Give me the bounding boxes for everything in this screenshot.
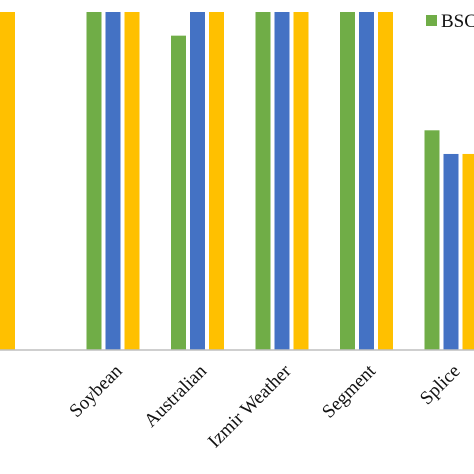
x-tick-label-segment: Segment [318, 360, 380, 422]
bar-segment-series-3 [378, 12, 393, 350]
bar-soybean-series-1 [86, 12, 102, 350]
bar-segment-series-2 [359, 12, 374, 350]
x-tick-label-soybean: Soybean [65, 360, 126, 421]
bar-australian-series-3 [209, 12, 224, 350]
legend-label-bsc: BSC [441, 11, 474, 32]
bar-izmir-weather-series-1 [255, 12, 271, 350]
bar-izmir-weather-series-2 [274, 12, 290, 350]
bar-segment-series-1 [340, 12, 355, 350]
bar-soybean-series-3 [124, 12, 140, 350]
legend: BSC [426, 11, 474, 32]
bar-splice-series-2 [443, 153, 459, 350]
bar-soybean-series-2 [105, 12, 121, 350]
bars-group [0, 12, 474, 350]
bar-australian-series-2 [190, 12, 205, 350]
bar-splice-series-3 [462, 153, 474, 350]
x-tick-label-izmir-weather: Izmir Weather [204, 360, 296, 452]
bar-australian-series-1 [171, 35, 186, 350]
bar-splice-series-1 [424, 130, 440, 350]
x-tick-label-splice: Splice [416, 361, 464, 409]
x-tick-label-australian: Australian [140, 360, 211, 431]
bar-group0-series-3 [0, 12, 15, 350]
bar-izmir-weather-series-3 [293, 12, 309, 350]
legend-swatch-bsc [426, 15, 437, 26]
